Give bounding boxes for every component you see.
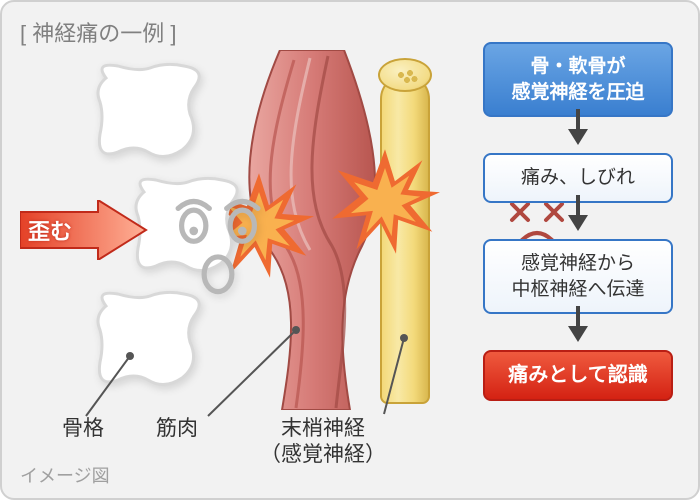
vertebra-top bbox=[90, 58, 210, 162]
flow-step-4: 痛みとして認識 bbox=[483, 350, 673, 401]
label-nerve-line1: 末梢神経 bbox=[281, 417, 365, 440]
flow-arrow-icon bbox=[568, 215, 588, 231]
leader-line bbox=[202, 326, 302, 420]
flow-arrow-icon bbox=[568, 326, 588, 342]
flowchart: 骨・軟骨が 感覚神経を圧迫 痛み、しびれ 感覚神経から 中枢神経へ伝達 痛みとし… bbox=[478, 42, 678, 401]
flow-step-1: 骨・軟骨が 感覚神経を圧迫 bbox=[483, 42, 673, 117]
impact-burst-icon bbox=[330, 146, 440, 256]
label-nerve: 末梢神経 （感覚神経） bbox=[260, 416, 386, 469]
flow-step-1-line2: 感覚神経を圧迫 bbox=[511, 82, 644, 103]
diagram-container: [ 神経痛の一例 ] bbox=[0, 0, 700, 500]
anatomy-labels-row: 骨格 筋肉 末梢神経 （感覚神経） bbox=[20, 416, 386, 469]
leader-line bbox=[80, 352, 140, 422]
flow-step-1-line1: 骨・軟骨が bbox=[530, 56, 625, 77]
flow-step-3: 感覚神経から 中枢神経へ伝達 bbox=[483, 239, 673, 314]
distort-label: 歪む bbox=[28, 214, 72, 246]
flow-step-3-line1: 感覚神経から bbox=[521, 253, 635, 274]
leader-line bbox=[380, 334, 414, 418]
footer-caption: イメージ図 bbox=[20, 462, 110, 488]
flow-step-3-line2: 中枢神経へ伝達 bbox=[511, 279, 644, 300]
label-muscle: 筋肉 bbox=[156, 416, 198, 442]
illustration-area: 歪む bbox=[20, 50, 460, 410]
label-skeleton: 骨格 bbox=[62, 416, 104, 442]
nerve-cap bbox=[378, 58, 432, 92]
label-nerve-line2: （感覚神経） bbox=[260, 443, 386, 466]
flow-arrow-icon bbox=[568, 129, 588, 145]
